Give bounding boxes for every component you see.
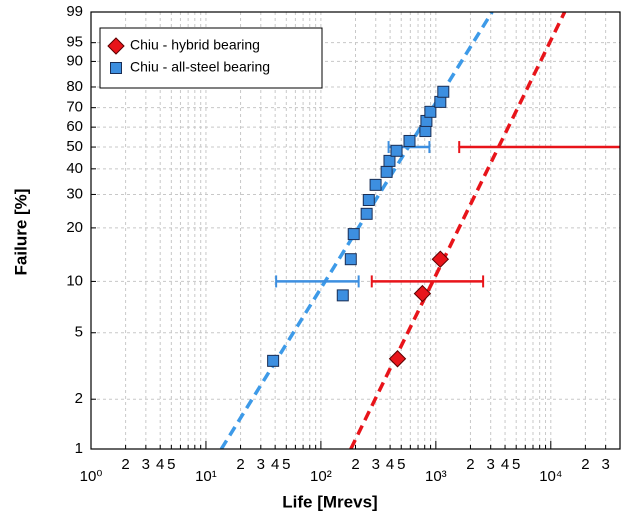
legend: Chiu - hybrid bearing Chiu - all-steel be… (99, 27, 323, 89)
square-marker (403, 134, 416, 147)
x-tick-label: 3 (142, 456, 150, 473)
error-bar (275, 275, 360, 288)
x-tick-label: 4 (271, 456, 279, 473)
square-marker (267, 354, 280, 367)
y-tick-label: 1 (75, 440, 83, 457)
x-tick-label: 4 (501, 456, 509, 473)
square-marker (424, 105, 437, 118)
x-tick-label: 3 (372, 456, 380, 473)
x-tick-label: 10³ (425, 468, 447, 485)
square-marker (434, 95, 447, 108)
square-marker (437, 85, 450, 98)
square-marker (380, 165, 393, 178)
y-tick-label: 40 (66, 160, 83, 177)
square-marker (419, 125, 432, 138)
square-marker (344, 253, 357, 266)
legend-box (99, 27, 323, 89)
legend-label: Chiu - hybrid bearing (130, 37, 260, 53)
diamond-marker (413, 284, 432, 303)
x-tick-label: 3 (487, 456, 495, 473)
x-tick-label: 3 (257, 456, 265, 473)
error-bar (370, 275, 485, 288)
y-tick-label: 2 (75, 390, 83, 407)
diamond-marker (431, 250, 450, 268)
x-tick-label: 10¹ (195, 468, 217, 485)
y-tick-label: 70 (66, 99, 83, 116)
square-marker (336, 289, 349, 302)
x-tick-label: 5 (282, 456, 290, 473)
x-tick-label: 4 (156, 456, 164, 473)
error-bar (458, 141, 620, 154)
x-tick-label: 10⁴ (539, 468, 562, 485)
x-tick-label: 3 (601, 456, 609, 473)
x-tick-label: 5 (512, 456, 520, 473)
fit-line (349, 12, 567, 449)
y-tick-label: 90 (66, 52, 83, 69)
x-tick-label: 10² (310, 468, 332, 485)
square-marker (110, 62, 122, 74)
x-tick-label: 5 (167, 456, 175, 473)
x-tick-label: 2 (236, 456, 244, 473)
x-tick-label: 2 (121, 456, 129, 473)
y-tick-label: 60 (66, 118, 83, 135)
x-tick-label: 2 (581, 456, 589, 473)
square-marker (383, 154, 396, 167)
x-axis-label: Life [Mrevs] (282, 492, 377, 511)
y-tick-label: 20 (66, 219, 83, 236)
square-marker (360, 207, 373, 220)
square-marker (369, 178, 382, 191)
square-marker (362, 194, 375, 207)
y-tick-label: 30 (66, 185, 83, 202)
x-tick-label: 10⁰ (80, 468, 103, 485)
y-tick-label: 50 (66, 138, 83, 155)
diamond-marker (388, 350, 407, 368)
y-tick-label: 99 (66, 3, 83, 20)
y-tick-label: 5 (75, 324, 83, 341)
y-tick-label: 10 (66, 272, 83, 289)
plot-area (219, 12, 620, 449)
legend-label: Chiu - all-steel bearing (130, 59, 270, 75)
y-axis-label: Failure [%] (11, 189, 30, 276)
diamond-marker (107, 37, 125, 55)
x-tick-label: 2 (466, 456, 474, 473)
x-tick-label: 4 (386, 456, 394, 473)
square-marker (347, 228, 360, 241)
y-tick-label: 80 (66, 78, 83, 95)
square-marker (390, 144, 403, 157)
y-tick-label: 95 (66, 34, 83, 51)
x-tick-label: 2 (351, 456, 359, 473)
x-tick-label: 5 (397, 456, 405, 473)
